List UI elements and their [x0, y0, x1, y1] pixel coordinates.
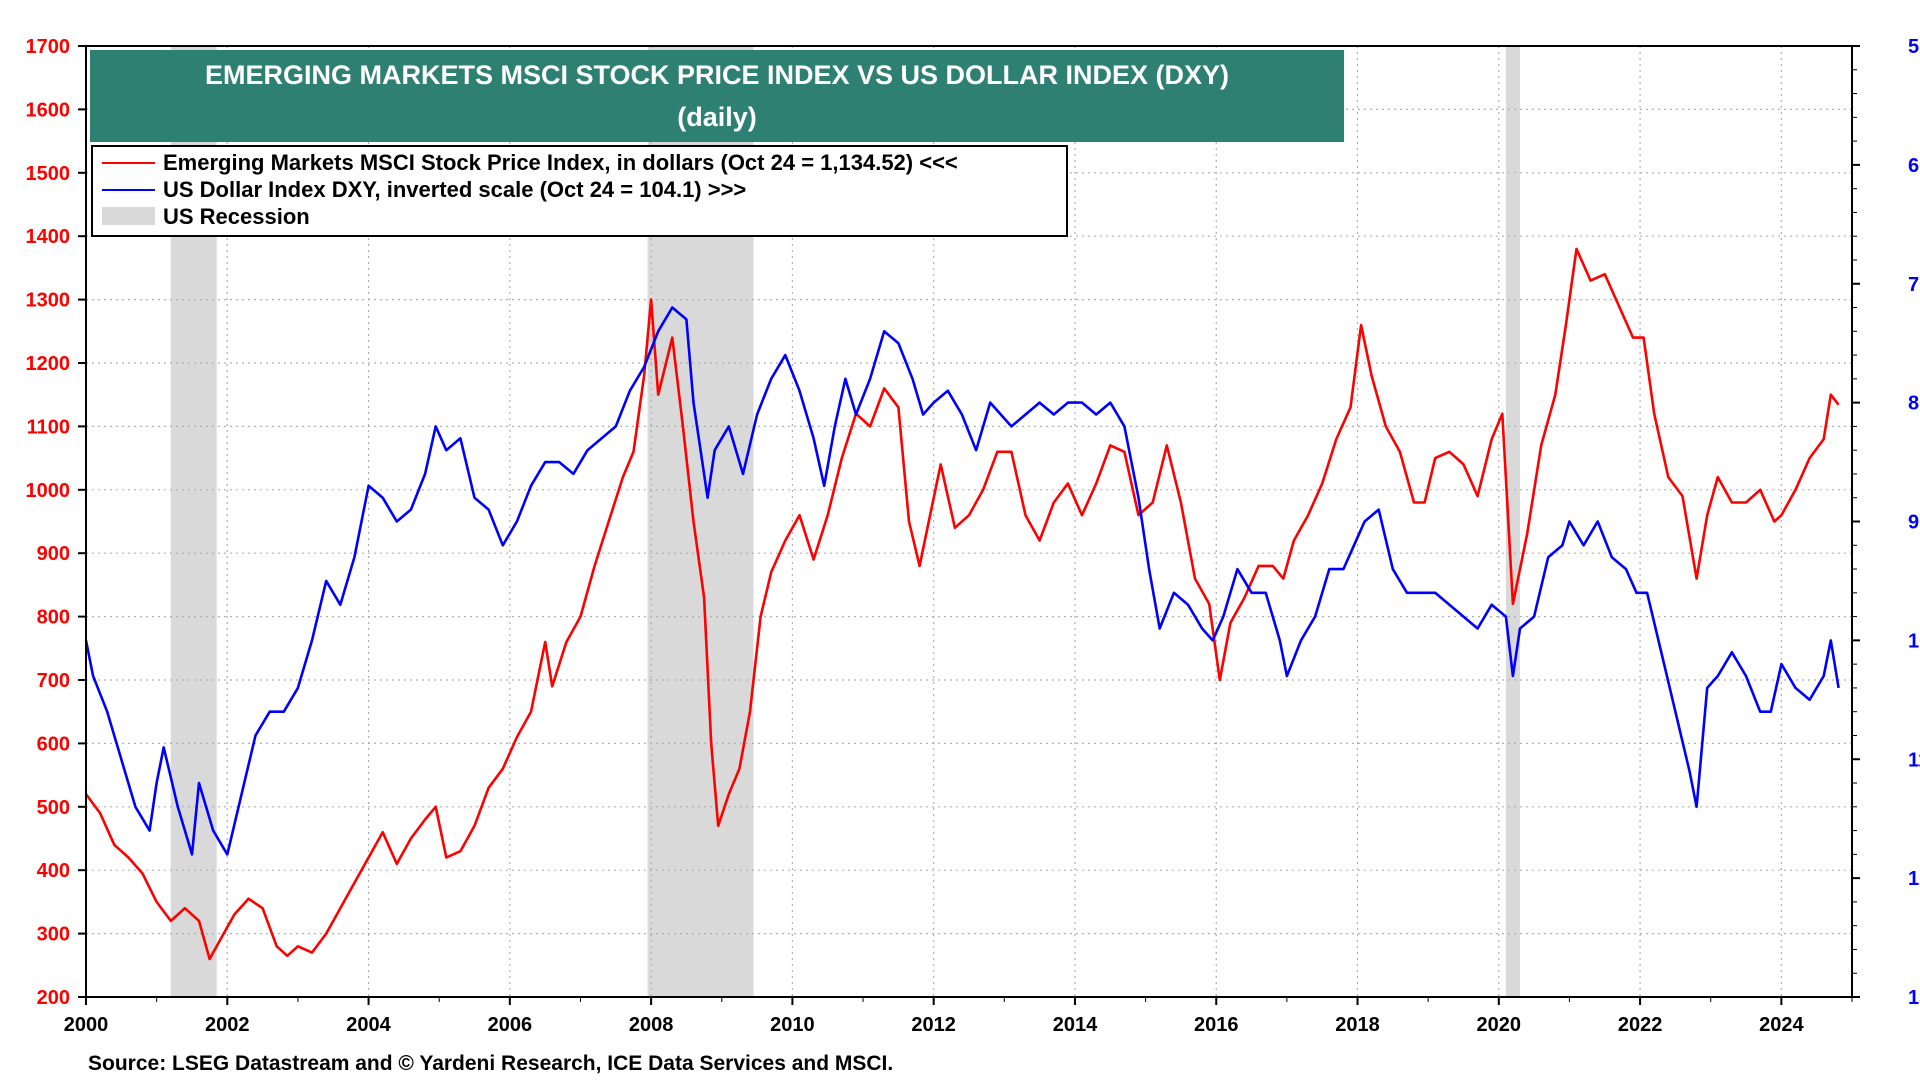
right-tick-label-7: 120: [1908, 868, 1920, 890]
x-tick-label-10: 2020: [1477, 1014, 1522, 1036]
chart-subtitle: (daily): [677, 102, 757, 132]
left-tick-label-4: 1300: [26, 290, 71, 312]
left-tick-label-6: 1100: [27, 416, 70, 438]
right-tick-label-3: 80: [1908, 393, 1920, 415]
left-axis: 1700 1600 1500 1400 1300 1200 1100 1000 900 800 70…: [26, 36, 86, 1009]
x-axis: 2000 2002 2004 2006 2008 2010 2012 2014 2016 2018…: [64, 997, 1853, 1036]
x-tick-label-5: 2010: [770, 1014, 815, 1036]
legend-label-em: Emerging Markets MSCI Stock Price Index,…: [163, 150, 958, 175]
recession-band-2: [1505, 46, 1520, 997]
right-axis: 50 60 70 80 90 100 110 120 130: [1852, 36, 1920, 1009]
x-tick-label-7: 2014: [1053, 1014, 1098, 1036]
series-line-em-msci: [84, 247, 1840, 961]
left-tick-label-10: 700: [37, 670, 70, 692]
right-tick-label-1: 60: [1908, 155, 1920, 177]
left-tick-label-15: 200: [37, 987, 70, 1009]
legend-swatch-recession: [102, 207, 155, 225]
x-tick-label-0: 2000: [64, 1014, 109, 1036]
right-tick-label-2: 70: [1908, 274, 1920, 296]
right-tick-label-5: 100: [1908, 630, 1920, 652]
left-tick-label-13: 400: [37, 860, 70, 882]
left-tick-label-12: 500: [37, 797, 70, 819]
x-tick-label-12: 2024: [1759, 1014, 1804, 1036]
chart-title: EMERGING MARKETS MSCI STOCK PRICE INDEX …: [205, 60, 1229, 90]
x-tick-label-11: 2022: [1618, 1014, 1663, 1036]
x-tick-label-3: 2006: [488, 1014, 533, 1036]
title-box: [90, 50, 1344, 142]
left-tick-label-3: 1400: [26, 226, 71, 248]
left-tick-label-11: 600: [37, 733, 70, 755]
legend: Emerging Markets MSCI Stock Price Index,…: [91, 145, 1068, 237]
series-line-dxy: [84, 306, 1840, 856]
legend-label-recession: US Recession: [163, 204, 310, 229]
left-tick-label-0: 1700: [26, 36, 71, 58]
x-tick-label-2: 2004: [346, 1014, 391, 1036]
left-tick-label-7: 1000: [26, 480, 71, 502]
x-tick-label-9: 2018: [1335, 1014, 1380, 1036]
left-tick-label-2: 1500: [26, 163, 71, 185]
x-tick-label-4: 2008: [629, 1014, 674, 1036]
source-note: Source: LSEG Datastream and © Yardeni Re…: [88, 1052, 893, 1075]
left-tick-label-5: 1200: [26, 353, 71, 375]
x-tick-label-6: 2012: [911, 1014, 956, 1036]
right-tick-label-6: 110: [1908, 749, 1920, 771]
right-tick-label-8: 130: [1908, 987, 1920, 1009]
left-tick-label-9: 800: [37, 607, 70, 629]
left-tick-label-14: 300: [37, 924, 70, 946]
left-tick-label-1: 1600: [26, 99, 71, 121]
legend-label-dxy: US Dollar Index DXY, inverted scale (Oct…: [163, 177, 746, 202]
legend-box: [91, 145, 1068, 237]
x-tick-label-8: 2016: [1194, 1014, 1239, 1036]
right-tick-label-4: 90: [1908, 512, 1920, 534]
x-tick-label-1: 2002: [205, 1014, 250, 1036]
series-lines: [84, 247, 1840, 961]
left-tick-label-8: 900: [37, 543, 70, 565]
right-tick-label-0: 50: [1908, 36, 1920, 58]
